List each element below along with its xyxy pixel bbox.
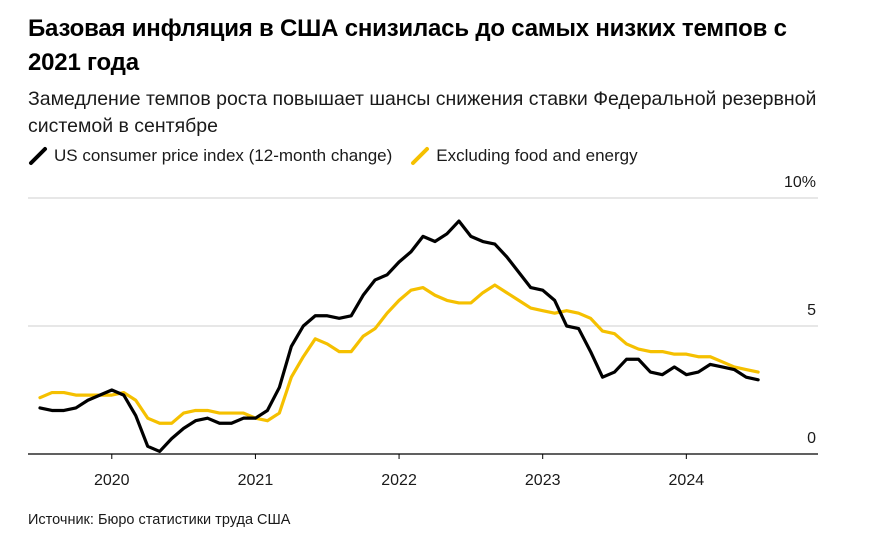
legend-swatch-core-icon	[410, 146, 430, 166]
legend-swatch-cpi-icon	[28, 146, 48, 166]
x-tick-label: 2020	[94, 472, 130, 489]
series-line-cpi	[38, 219, 760, 454]
x-tick-label: 2022	[381, 472, 417, 489]
chart-subtitle: Замедление темпов роста повышает шансы с…	[28, 88, 817, 137]
legend: US consumer price index (12-month change…	[28, 145, 656, 167]
legend-label-cpi: US consumer price index (12-month change…	[54, 146, 393, 165]
y-tick-label: 10%	[784, 174, 816, 191]
series-line-core	[38, 283, 760, 425]
x-tick-label: 2021	[238, 472, 274, 489]
x-tick-label: 2024	[669, 472, 705, 489]
y-tick-label: 0	[807, 430, 816, 447]
legend-label-core: Excluding food and energy	[436, 146, 638, 165]
legend-item-core: Excluding food and energy	[410, 146, 638, 166]
legend-item-cpi: US consumer price index (12-month change…	[28, 146, 392, 166]
chart-title: Базовая инфляция в США снизилась до самы…	[28, 15, 787, 76]
source-note: Источник: Бюро статистики труда США	[28, 512, 291, 528]
x-tick-label: 2023	[525, 472, 561, 489]
y-tick-label: 5	[807, 302, 816, 319]
